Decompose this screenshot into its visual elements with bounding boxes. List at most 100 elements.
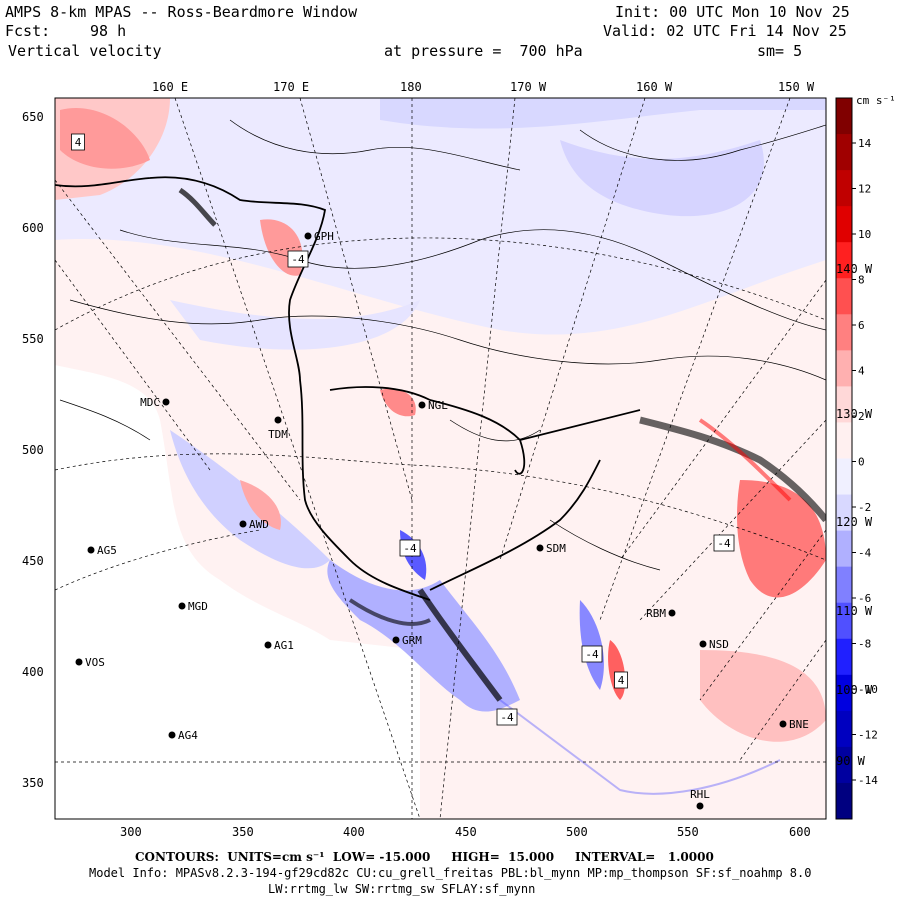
x-tick: 550: [677, 825, 699, 839]
x-tick: 300: [120, 825, 142, 839]
station-label: NGL: [428, 399, 448, 412]
station-label: BNE: [789, 718, 809, 731]
model-info-2: LW:rrtmg_lw SW:rrtmg_sw SFLAY:sf_mynn: [268, 882, 536, 896]
station-marker: [274, 416, 282, 424]
x-tick: 450: [455, 825, 477, 839]
x-tick: 400: [343, 825, 365, 839]
colorbar-label: 14: [858, 137, 872, 150]
colorbar-swatch: [836, 206, 852, 243]
station-marker: [392, 636, 400, 644]
station-marker: [699, 640, 707, 648]
contours-info: CONTOURS: UNITS=cm s⁻¹ LOW= -15.000 HIGH…: [135, 850, 714, 864]
colorbar-label: -8: [858, 638, 871, 651]
station-label: MDC: [140, 396, 160, 409]
y-tick: 600: [22, 221, 44, 235]
contour-label: -4: [403, 542, 417, 555]
station-label: NSD: [709, 638, 729, 651]
station-label: AWD: [249, 518, 269, 531]
lon-label-170w: 170 W: [510, 80, 547, 94]
colorbar-swatch: [836, 530, 852, 568]
station-label: MGD: [188, 600, 208, 613]
station-marker: [239, 520, 247, 528]
colorbar: cm s⁻¹ 14 12 10 8 6 4 2 0 -2 -4 -6 -8 -10 -12 -14: [835, 94, 896, 820]
colorbar-swatch: [836, 458, 852, 496]
colorbar-label: -6: [858, 592, 871, 605]
colorbar-swatch: [836, 278, 852, 315]
station-marker: [75, 658, 83, 666]
colorbar-swatch: [836, 782, 852, 820]
colorbar-label: 6: [858, 319, 865, 332]
contour-label: 4: [75, 136, 82, 149]
station-marker: [536, 544, 544, 552]
station-marker: [178, 602, 186, 610]
contour-label: -4: [585, 648, 599, 661]
station-label: RHL: [690, 788, 710, 801]
station-label: TDM: [268, 428, 288, 441]
plot-frame: [54, 97, 827, 820]
colorbar-label: -14: [858, 774, 878, 787]
station-marker: [779, 720, 787, 728]
colorbar-label: -4: [858, 547, 872, 560]
colorbar-label: 2: [858, 410, 865, 423]
x-tick: 350: [232, 825, 254, 839]
forecast-hours: 98 h: [90, 22, 127, 40]
station-marker: [304, 232, 312, 240]
lon-label-90w: 90 W: [836, 754, 865, 768]
x-tick: 600: [789, 825, 811, 839]
field-name: Vertical velocity: [8, 42, 162, 60]
lon-label-180: 180: [400, 80, 422, 94]
colorbar-label: 8: [858, 274, 865, 287]
y-tick: 450: [22, 554, 44, 568]
x-tick: 500: [566, 825, 588, 839]
map-field: [55, 98, 826, 819]
lon-label-160e: 160 E: [152, 80, 189, 94]
colorbar-swatch: [836, 386, 852, 423]
colorbar-label: 12: [858, 183, 871, 196]
pressure-level: at pressure = 700 hPa: [384, 42, 583, 60]
lon-label-150w: 150 W: [778, 80, 815, 94]
station-label: VOS: [85, 656, 105, 669]
colorbar-label: 4: [858, 365, 865, 378]
y-tick: 550: [22, 332, 44, 346]
station-marker: [87, 546, 95, 554]
station-label: SDM: [546, 542, 566, 555]
lon-label-130w: 130 W: [836, 407, 873, 421]
contour-label: -4: [500, 711, 514, 724]
lon-label-170e: 170 E: [273, 80, 310, 94]
y-tick: 500: [22, 443, 44, 457]
init-time: Init: 00 UTC Mon 10 Nov 25: [615, 3, 850, 21]
colorbar-label: 10: [858, 228, 871, 241]
station-marker: [418, 401, 426, 409]
colorbar-swatch: [836, 638, 852, 676]
colorbar-swatch: [836, 602, 852, 640]
station-marker: [696, 802, 704, 810]
lon-label-100w: 100 W: [836, 683, 873, 697]
colorbar-label: 0: [858, 456, 865, 469]
y-tick: 650: [22, 110, 44, 124]
colorbar-swatch: [836, 422, 852, 459]
colorbar-swatch: [836, 170, 852, 207]
smoothing: sm= 5: [757, 42, 803, 60]
station-marker: [264, 641, 272, 649]
map-title: AMPS 8-km MPAS -- Ross-Beardmore Window: [5, 3, 358, 21]
contour-label: 4: [618, 674, 625, 687]
contour-label: -4: [291, 253, 305, 266]
valid-time: Valid: 02 UTC Fri 14 Nov 25: [603, 22, 847, 40]
lon-label-110w: 110 W: [836, 604, 873, 618]
station-marker: [168, 731, 176, 739]
lon-label-160w: 160 W: [636, 80, 673, 94]
station-label: GRM: [402, 634, 422, 647]
colorbar-label: -2: [858, 501, 871, 514]
colorbar-label: -12: [858, 729, 878, 742]
colorbar-units: cm s⁻¹: [856, 94, 896, 107]
station-label: AG5: [97, 544, 117, 557]
y-tick: 400: [22, 665, 44, 679]
contour-boxes-layer: 4 -4 -4 -4 4 -4 -4: [71, 133, 735, 726]
colorbar-swatch: [836, 494, 852, 532]
station-marker: [162, 398, 170, 406]
y-tick: 350: [22, 776, 44, 790]
station-label: GPH: [314, 230, 334, 243]
colorbar-swatch: [836, 566, 852, 604]
contour-label: -4: [717, 537, 731, 550]
